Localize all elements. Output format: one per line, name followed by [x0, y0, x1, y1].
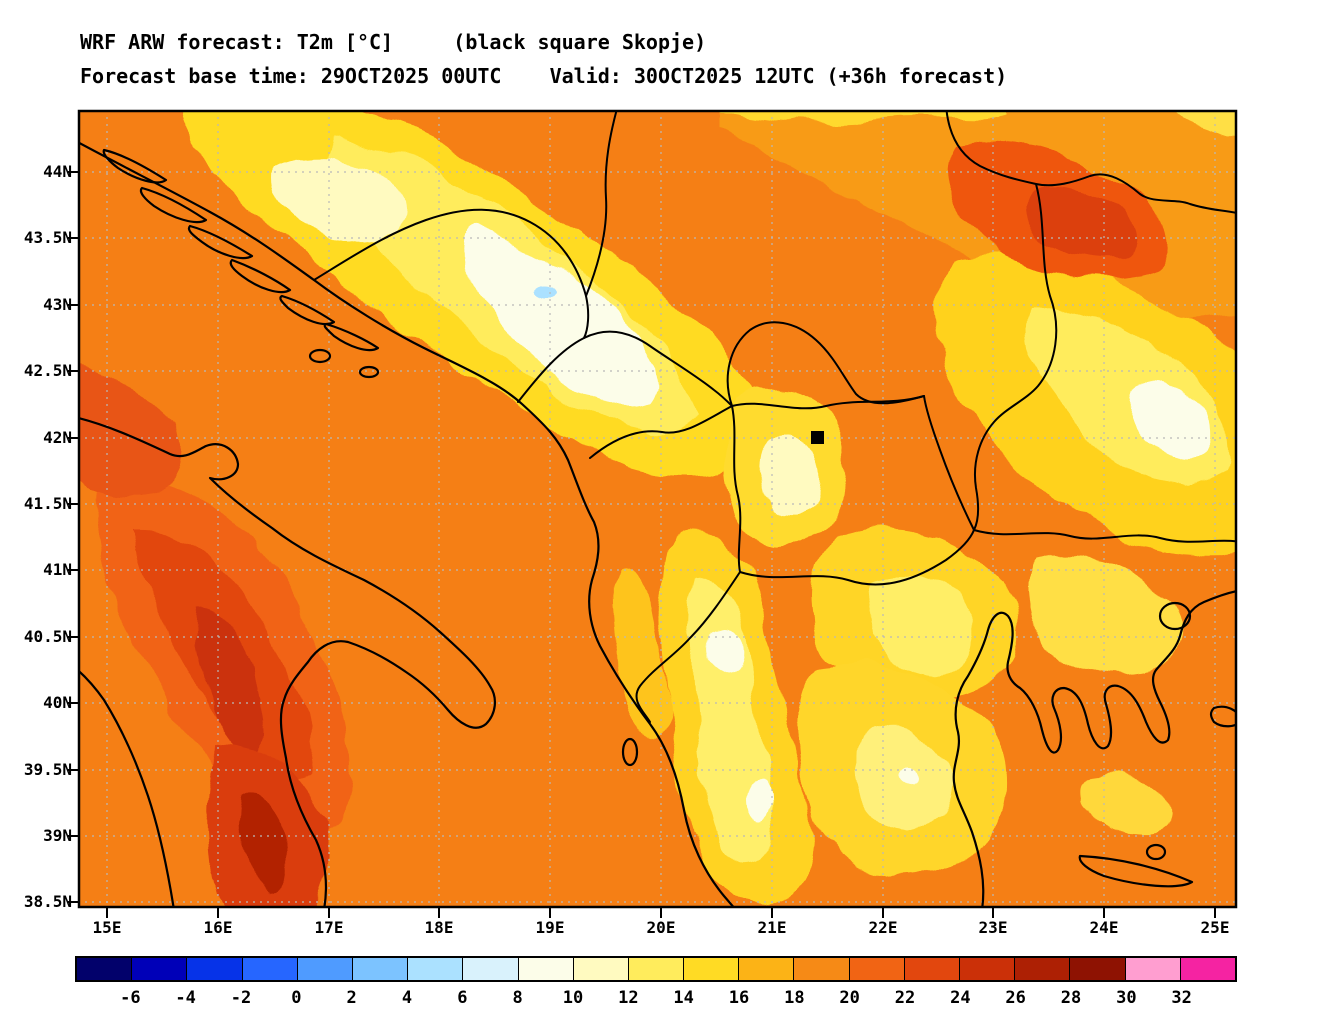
- colorbar-tick-labels: -6 -4 -2 0 2 4 6 8 10 12 14 16 18 20 22 24 26 28 30 32: [75, 988, 1237, 1010]
- colorbar-tick-label: 6: [457, 988, 468, 1008]
- lon-label: 24E: [1089, 918, 1119, 937]
- colorbar-tick-label: 26: [1005, 988, 1026, 1008]
- temperature-colorbar: [75, 956, 1237, 982]
- colorbar-tick-label: 4: [401, 988, 413, 1008]
- colorbar-tick-label: -6: [120, 988, 141, 1008]
- colorbar-tick-label: 28: [1060, 988, 1082, 1008]
- colorbar-segment: [131, 958, 187, 980]
- map-grid: [78, 110, 1237, 908]
- colorbar-segment: [959, 958, 1015, 980]
- lon-label: 19E: [535, 918, 565, 937]
- colorbar-tick-label: -4: [175, 988, 196, 1008]
- lat-label: 38.5N: [23, 892, 72, 911]
- colorbar-tick-label: 10: [562, 988, 584, 1008]
- colorbar-tick-label: 32: [1171, 988, 1192, 1008]
- colorbar-segment: [186, 958, 242, 980]
- lat-label: 39N: [43, 826, 72, 845]
- colorbar-segment: [77, 958, 132, 980]
- lat-label: 40.5N: [23, 627, 72, 646]
- lon-label: 23E: [978, 918, 1008, 937]
- lat-label: 42N: [43, 428, 72, 447]
- lat-label: 42.5N: [23, 361, 72, 380]
- colorbar-segment: [296, 958, 352, 980]
- colorbar-segment: [241, 958, 297, 980]
- coastlines: [78, 141, 1237, 908]
- colorbar-segment: [683, 958, 739, 980]
- colorbar-tick-label: 22: [894, 988, 916, 1008]
- skopje-marker: [811, 431, 824, 444]
- lat-label: 44N: [43, 162, 72, 181]
- colorbar-segment: [351, 958, 408, 980]
- colorbar-segment: [1069, 958, 1125, 980]
- colorbar-tick-label: -2: [230, 988, 252, 1008]
- colorbar-tick-label: 2: [346, 988, 357, 1008]
- colorbar-segment: [572, 958, 628, 980]
- lon-label: 16E: [203, 918, 233, 937]
- colorbar-segment: [1179, 958, 1235, 980]
- lat-label: 43N: [43, 295, 72, 314]
- lat-label: 41.5N: [23, 494, 72, 513]
- axis-ticks: [68, 171, 1216, 918]
- figure-title: WRF ARW forecast: T2m [°C] (black square…: [80, 30, 707, 54]
- temperature-map: [68, 109, 1238, 918]
- temperature-field: [78, 110, 1237, 908]
- lon-label: 20E: [646, 918, 676, 937]
- lon-label: 17E: [314, 918, 344, 937]
- colorbar-segment: [407, 958, 463, 980]
- colorbar-segment: [793, 958, 849, 980]
- lon-label: 15E: [92, 918, 122, 937]
- colorbar-segment: [517, 958, 573, 980]
- lon-label: 25E: [1200, 918, 1230, 937]
- colorbar-tick-label: 8: [512, 988, 523, 1008]
- colorbar-segment: [1124, 958, 1180, 980]
- lat-label: 40N: [43, 693, 72, 712]
- colorbar-tick-label: 24: [950, 988, 971, 1008]
- colorbar-segment: [903, 958, 959, 980]
- colorbar-segment: [848, 958, 904, 980]
- colorbar-tick-label: 16: [728, 988, 750, 1008]
- lon-label: 21E: [757, 918, 787, 937]
- colorbar-tick-label: 30: [1116, 988, 1137, 1008]
- colorbar-segment: [1014, 958, 1070, 980]
- colorbar-tick-label: 0: [291, 988, 302, 1008]
- lat-label: 43.5N: [23, 228, 72, 247]
- colorbar-tick-label: 18: [784, 988, 805, 1008]
- lat-label: 41N: [43, 560, 72, 579]
- figure-subtitle: Forecast base time: 29OCT2025 00UTC Vali…: [80, 64, 1008, 88]
- map-frame: [77, 109, 1238, 909]
- colorbar-tick-label: 12: [618, 988, 639, 1008]
- colorbar-segment: [627, 958, 684, 980]
- colorbar-segment: [462, 958, 518, 980]
- map-plot-area: [68, 109, 1238, 918]
- lon-label: 22E: [868, 918, 898, 937]
- lat-label: 39.5N: [23, 760, 72, 779]
- colorbar-tick-label: 20: [839, 988, 860, 1008]
- lon-label: 18E: [424, 918, 454, 937]
- colorbar-tick-label: 14: [673, 988, 694, 1008]
- country-borders: [313, 110, 1237, 723]
- colorbar-segment: [738, 958, 794, 980]
